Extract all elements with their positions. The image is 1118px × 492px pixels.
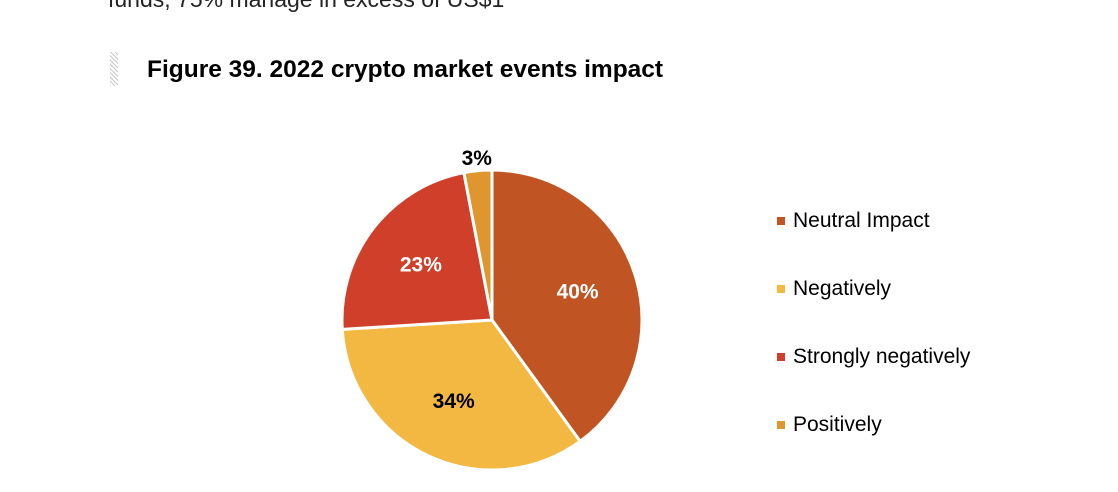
legend-label: Strongly negatively — [793, 344, 971, 368]
pie-slice-neutral-impact — [490, 168, 644, 443]
pie-slices — [340, 168, 644, 472]
legend-swatch — [777, 352, 785, 361]
legend-label: Positively — [793, 412, 882, 436]
body-text-fragment: funds, 75% manage in excess of US$1 — [108, 0, 504, 13]
data-label-neutral-impact: 40% — [557, 281, 599, 304]
legend-item-negatively: Negatively — [777, 272, 970, 305]
pie-slice-negatively — [340, 318, 582, 472]
figure-title: Figure 39. 2022 crypto market events imp… — [147, 56, 664, 83]
pie-slice-positively — [462, 168, 494, 322]
legend-swatch — [777, 420, 785, 429]
legend-label: Neutral Impact — [793, 208, 930, 232]
pie-data-labels: 40% 34% 23% 3% — [400, 147, 599, 413]
data-label-negatively: 34% — [433, 390, 475, 413]
legend-swatch — [777, 284, 785, 293]
legend-item-positively: Positively — [777, 408, 970, 441]
legend-label: Negatively — [793, 276, 892, 300]
title-accent-bar — [110, 52, 118, 86]
pie-slice-strongly-negatively — [340, 171, 494, 331]
data-label-positively: 3% — [462, 147, 493, 170]
legend-item-strongly-negatively: Strongly negatively — [777, 340, 970, 373]
chart-legend: Neutral Impact Negatively Strongly negativ… — [777, 204, 970, 476]
legend-swatch — [777, 216, 785, 225]
data-label-strongly-negatively: 23% — [400, 253, 442, 276]
legend-item-neutral-impact: Neutral Impact — [777, 204, 970, 237]
